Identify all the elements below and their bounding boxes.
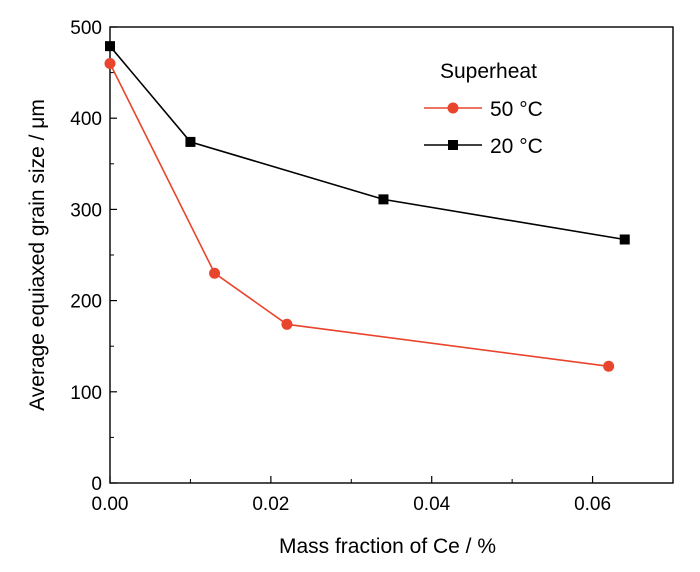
x-axis-label: Mass fraction of Ce / % [279,535,496,558]
legend-entry: 20 °C [490,135,543,158]
series-0 [104,57,615,372]
data-point [185,136,196,147]
data-point [619,234,630,245]
y-axis-label: Average equiaxed grain size / μm [26,99,49,411]
x-tick-label: 0.06 [574,494,611,515]
axes [109,26,674,484]
legend-marker [447,102,459,114]
x-tick-label: 0.00 [92,494,129,515]
series [104,41,630,372]
y-tick-label: 500 [70,18,102,39]
data-point [281,318,293,330]
y-tick-label: 400 [70,109,102,130]
x-tick-label: 0.04 [413,494,450,515]
data-point [105,41,115,52]
x-tick-label: 0.02 [252,494,289,515]
legend: Superheat 50 °C 20 °C [424,60,543,158]
legend-entry: 50 °C [490,98,543,121]
data-point [603,360,615,372]
y-tick-label: 100 [70,383,102,404]
legend-marker [448,140,458,150]
legend-title: Superheat [440,60,537,83]
series-line [109,63,609,368]
plot-frame [109,26,674,484]
series-line [109,45,625,241]
y-tick-label: 200 [70,292,102,313]
data-point [104,57,116,69]
series-1 [105,41,630,245]
data-point [209,267,221,279]
y-tick-label: 300 [70,200,102,221]
ticks: 0.00 0.02 0.04 0.06 0 100 200 300 400 500 [70,18,611,515]
y-tick-label: 0 [91,474,102,495]
data-point [378,194,389,205]
